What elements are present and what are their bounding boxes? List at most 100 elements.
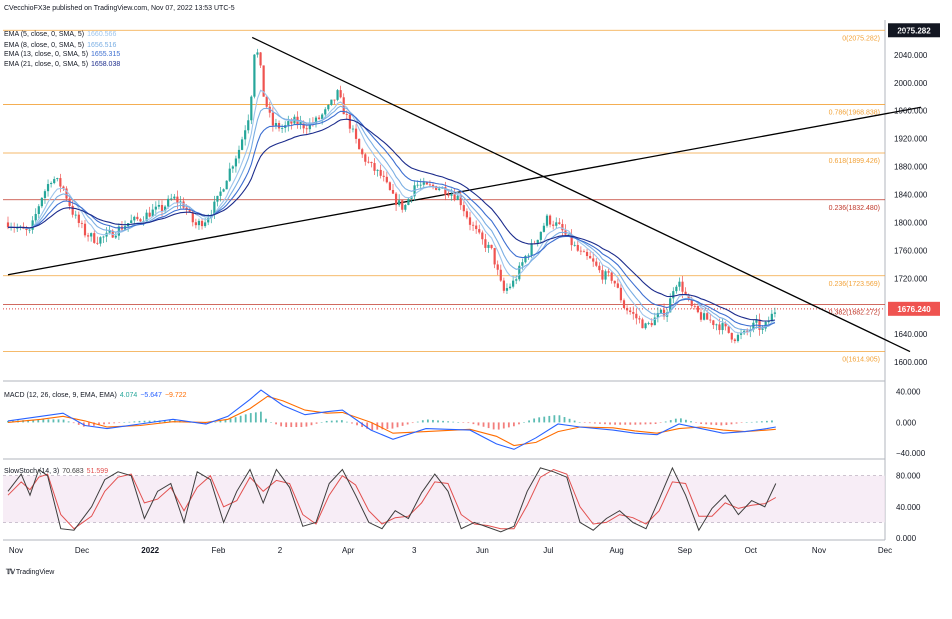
ema-line-5 — [8, 89, 776, 334]
candle-body — [496, 264, 499, 270]
candle-body — [619, 287, 623, 301]
candle-body — [548, 215, 552, 225]
candle-body — [592, 258, 595, 262]
candle-body — [244, 130, 247, 140]
price-tick-label: 2000.000 — [894, 79, 928, 88]
macd-histogram-bar — [518, 422, 520, 425]
indicator-row-ema8[interactable]: EMA (8, close, 0, SMA, 5) 1656.516 — [4, 41, 116, 50]
indicator-label: EMA (21, close, 0, SMA, 5) — [4, 61, 89, 68]
candle-body — [613, 280, 616, 284]
macd-histogram-bar — [674, 418, 677, 423]
candle-body — [351, 128, 355, 130]
candle-body — [324, 109, 327, 115]
trendline — [7, 106, 922, 276]
stoch-header[interactable]: SlowStoch (14, 3) 70.683 51.599 — [4, 467, 108, 476]
chart-frame — [3, 20, 886, 541]
macd-histogram-bar — [588, 422, 591, 424]
candle-body — [271, 112, 274, 126]
price-tick-label: 1600.000 — [894, 358, 928, 367]
tradingview-logo[interactable]: 𝕋𝕍 TradingView — [6, 568, 54, 577]
candle-body — [662, 309, 666, 317]
macd-histogram-bar — [351, 422, 353, 424]
macd-histogram-bar — [563, 417, 566, 423]
candle-body — [659, 309, 663, 313]
candle-body — [444, 187, 447, 195]
macd-histogram-bar — [482, 422, 485, 427]
macd-histogram-bar — [457, 422, 460, 423]
candle-body — [34, 213, 37, 221]
candle-body — [25, 228, 28, 230]
candle-body — [216, 195, 219, 202]
candle-body — [622, 300, 626, 308]
macd-histogram-bar — [507, 422, 510, 428]
macd-histogram-bar — [771, 420, 773, 423]
candle-body — [308, 122, 311, 130]
candle-body — [699, 312, 703, 320]
macd-histogram-bar — [614, 422, 616, 425]
indicator-value: 1655.315 — [91, 51, 121, 58]
candle-body — [163, 206, 167, 211]
candle-body — [465, 211, 469, 218]
candle-body — [99, 237, 102, 244]
candle-body — [59, 178, 62, 187]
indicator-row-ema5[interactable]: EMA (5, close, 0, SMA, 5) 1660.566 — [4, 30, 116, 39]
macd-histogram-bar — [578, 422, 581, 423]
stoch-tick-label: 40.000 — [896, 503, 921, 512]
candle-body — [696, 306, 700, 313]
macd-histogram-bar — [396, 422, 399, 428]
candle-body — [453, 194, 456, 200]
macd-histogram-bar — [766, 420, 768, 423]
macd-header[interactable]: MACD (12, 26, close, 9, EMA, EMA) 4.074 −5… — [4, 391, 187, 400]
macd-histogram-bar — [710, 422, 713, 425]
macd-histogram-bar — [103, 422, 105, 425]
candle-body — [693, 305, 696, 307]
macd-histogram-bar — [98, 422, 100, 426]
macd-histogram-bar — [619, 422, 622, 425]
macd-signal-value: −9.722 — [164, 392, 187, 399]
fib-level-label: 0(1614.905) — [842, 357, 880, 364]
candle-body — [256, 52, 259, 55]
tv-logo-icon: 𝕋𝕍 — [6, 569, 15, 576]
macd-histogram-bar — [260, 411, 262, 423]
high-price-badge-text: 2075.282 — [897, 26, 931, 35]
fibonacci-levels: 0(2075.282) 0.786(1968.838) 0.618(1899.426… — [3, 29, 885, 364]
candle-body — [749, 330, 752, 332]
macd-histogram-bar — [583, 422, 586, 423]
candle-body — [478, 229, 481, 233]
candle-body — [40, 197, 43, 207]
candle-body — [730, 332, 733, 340]
macd-histogram-bar — [755, 421, 758, 423]
indicator-row-ema21[interactable]: EMA (21, close, 0, SMA, 5) 1658.038 — [4, 60, 120, 69]
macd-histogram-bar — [265, 418, 267, 423]
candle-body — [382, 175, 385, 177]
trendlines — [7, 36, 922, 353]
candle-body — [512, 280, 515, 287]
fib-level-label: 0.618(1899.426) — [829, 158, 880, 165]
candle-body — [672, 291, 675, 299]
candle-body — [490, 244, 493, 249]
candle-body — [589, 256, 592, 259]
candle-body — [527, 255, 530, 257]
candle-body — [231, 166, 234, 169]
candle-body — [508, 286, 512, 289]
candle-body — [462, 205, 465, 212]
candle-body — [598, 265, 601, 271]
indicator-label: EMA (5, close, 0, SMA, 5) — [4, 31, 85, 38]
price-tick-label: 1640.000 — [894, 330, 928, 339]
candle-body — [46, 184, 50, 192]
published-line: CVecchioFX3e published on TradingView.co… — [4, 5, 235, 12]
candle-body — [773, 312, 777, 314]
candle-body — [709, 319, 712, 321]
candle-body — [727, 326, 730, 333]
indicator-row-ema13[interactable]: EMA (13, close, 0, SMA, 5) 1655.315 — [4, 50, 120, 59]
candle-body — [607, 271, 610, 273]
price-tick-label: 1840.000 — [894, 191, 928, 200]
candle-body — [80, 222, 84, 224]
candle-body — [321, 114, 324, 119]
candle-body — [314, 117, 318, 124]
candle-body — [450, 194, 453, 196]
trendline — [251, 36, 911, 353]
candle-body — [170, 198, 173, 200]
candle-body — [74, 214, 77, 216]
